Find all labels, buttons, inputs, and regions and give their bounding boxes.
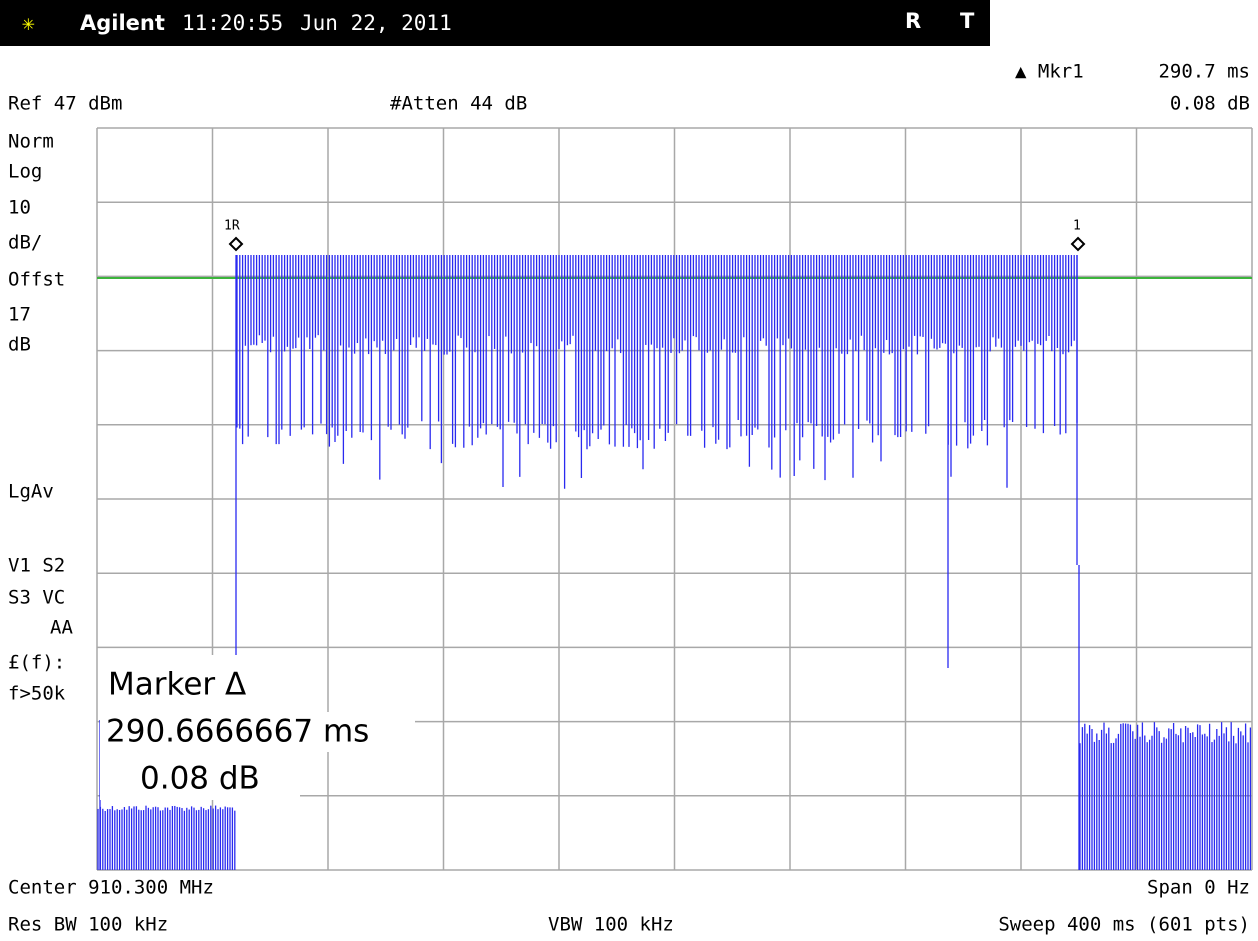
panel-label: LgAv <box>8 481 54 503</box>
mkr-label: ▲ Mkr1 <box>1015 61 1084 83</box>
left-panel: Norm Log 10 dB/Offst 17 dB LgAv V1 S2 S3 VC AA £(f… <box>8 131 73 705</box>
marker-label: 1 <box>1073 219 1081 234</box>
flag: T <box>960 9 975 33</box>
panel-label: V1 S2 <box>8 555 65 577</box>
panel-label: 17 <box>8 304 31 326</box>
panel-label: Log <box>8 161 42 183</box>
mkr-amp: 0.08 dB <box>1170 93 1250 115</box>
center-freq: Center 910.300 MHz <box>8 877 214 899</box>
date: Jun 22, 2011 <box>300 11 452 35</box>
attenuation: #Atten 44 dB <box>390 93 527 115</box>
mkr-time: 290.7 ms <box>1158 61 1250 83</box>
sweep: Sweep 400 ms (601 pts) <box>998 914 1250 936</box>
marker-box <box>100 655 300 800</box>
panel-label: S3 VC <box>8 587 65 609</box>
marker-diamond <box>228 236 1086 252</box>
panel-label: Norm <box>8 131 54 153</box>
flag: R <box>905 9 921 33</box>
brand: Agilent <box>80 11 165 35</box>
marker-label: 1R <box>224 219 240 234</box>
panel-label: AA <box>50 617 73 639</box>
rbw: Res BW 100 kHz <box>8 914 168 936</box>
panel-label: dB/ <box>8 232 42 254</box>
vbw: VBW 100 kHz <box>548 914 674 936</box>
panel-label: Offst <box>8 269 65 291</box>
panel-label: 10 <box>8 197 31 219</box>
marker-box-ext <box>300 712 415 752</box>
span: Span 0 Hz <box>1147 877 1250 899</box>
header-bar <box>0 0 990 46</box>
marker-box-title: Marker Δ <box>108 667 246 703</box>
marker-box-amp: 0.08 dB <box>140 761 260 797</box>
ref-level: Ref 47 dBm <box>8 93 122 115</box>
graticule <box>96 127 1253 871</box>
trace <box>97 255 1252 870</box>
time: 11:20:55 <box>182 11 283 35</box>
logo: ✳ <box>22 11 35 35</box>
panel-label: £(f): <box>8 652 65 674</box>
panel-label: f>50k <box>8 683 66 705</box>
panel-label: dB <box>8 334 31 356</box>
marker-box-time: 290.6666667 ms <box>106 714 369 750</box>
